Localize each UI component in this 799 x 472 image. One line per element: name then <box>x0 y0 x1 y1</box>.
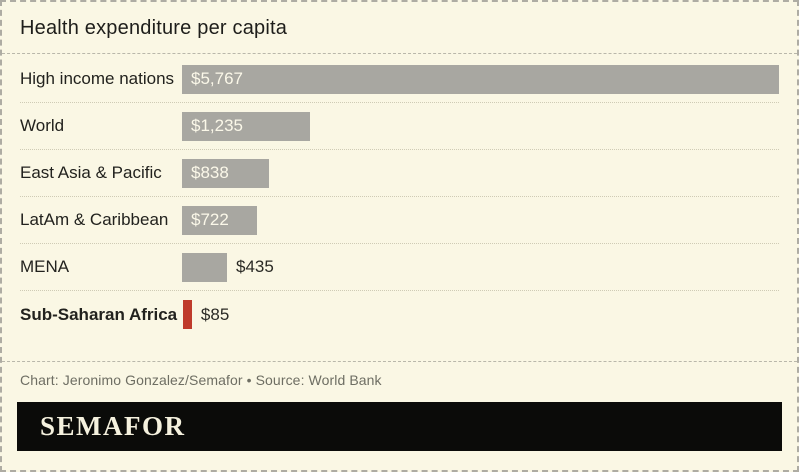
bar: $838 <box>182 158 269 188</box>
bar-row: World $1,235 <box>20 103 779 150</box>
bar-row: LatAm & Caribbean $722 <box>20 197 779 244</box>
bar-chart: High income nations $5,767 World $1,235 East… <box>2 54 797 338</box>
bar: $722 <box>182 205 257 235</box>
bar-value: $85 <box>200 304 230 324</box>
semafor-logo: SEMAFOR <box>40 411 186 441</box>
semafor-logo-bar: SEMAFOR <box>17 402 782 451</box>
category-label: East Asia & Pacific <box>20 163 162 182</box>
bar-row: East Asia & Pacific $838 <box>20 150 779 197</box>
title-divider <box>2 53 797 54</box>
bar-track: $85 <box>183 300 779 329</box>
chart-credit: Chart: Jeronimo Gonzalez/Semafor • Sourc… <box>20 372 382 388</box>
bar: $5,767 <box>182 64 779 94</box>
category-label: High income nations <box>20 69 175 88</box>
bar-value: $5,767 <box>191 69 243 88</box>
category-label: MENA <box>20 257 70 276</box>
bar-value: $435 <box>236 257 274 276</box>
category-label: Sub-Saharan Africa <box>20 304 178 324</box>
bar-row: High income nations $5,767 <box>20 56 779 103</box>
bar-value: $838 <box>191 163 229 182</box>
bar-row: MENA $435 <box>20 244 779 291</box>
bar <box>182 252 228 282</box>
category-label: LatAm & Caribbean <box>20 210 169 229</box>
bar-track: $838 <box>182 158 779 188</box>
bar-track: $435 <box>182 252 779 282</box>
bar-value: $1,235 <box>191 116 243 135</box>
footer-divider <box>2 361 797 362</box>
chart-title: Health expenditure per capita <box>20 17 288 39</box>
bar-value: $722 <box>191 210 229 229</box>
bar-track: $722 <box>182 205 779 235</box>
bar-track: $1,235 <box>182 111 779 141</box>
bar-track: $5,767 <box>182 64 779 94</box>
bar: $1,235 <box>182 111 310 141</box>
bar <box>183 300 192 329</box>
category-label: World <box>20 116 65 135</box>
bar-row: Sub-Saharan Africa $85 <box>20 291 779 338</box>
